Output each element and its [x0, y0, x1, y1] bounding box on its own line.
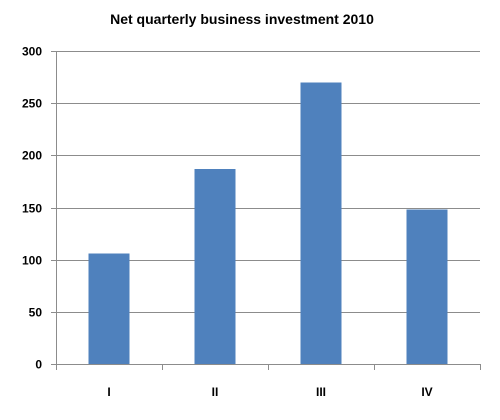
x-tick-label: II	[212, 385, 219, 399]
bar-III	[300, 82, 342, 365]
bars	[88, 82, 448, 365]
x-tick-label: IV	[421, 385, 432, 399]
x-tick-label: I	[107, 385, 110, 399]
x-tick-label: III	[316, 385, 326, 399]
y-tick-label: 150	[22, 202, 42, 216]
y-tick-label: 50	[29, 306, 43, 320]
chart-title: Net quarterly business investment 2010	[110, 11, 374, 27]
x-axis-tick-labels: I II III IV	[107, 385, 432, 399]
bar-IV	[406, 209, 448, 364]
axes	[51, 51, 481, 370]
y-tick-label: 250	[22, 97, 42, 111]
bar-II	[194, 168, 236, 364]
y-tick-label: 0	[35, 358, 42, 372]
y-axis-tick-labels: 0 50 100 150 200 250 300	[22, 45, 42, 372]
y-tick-label: 300	[22, 45, 42, 59]
bar-I	[88, 253, 130, 364]
y-tick-label: 200	[22, 149, 42, 163]
y-tick-label: 100	[22, 254, 42, 268]
